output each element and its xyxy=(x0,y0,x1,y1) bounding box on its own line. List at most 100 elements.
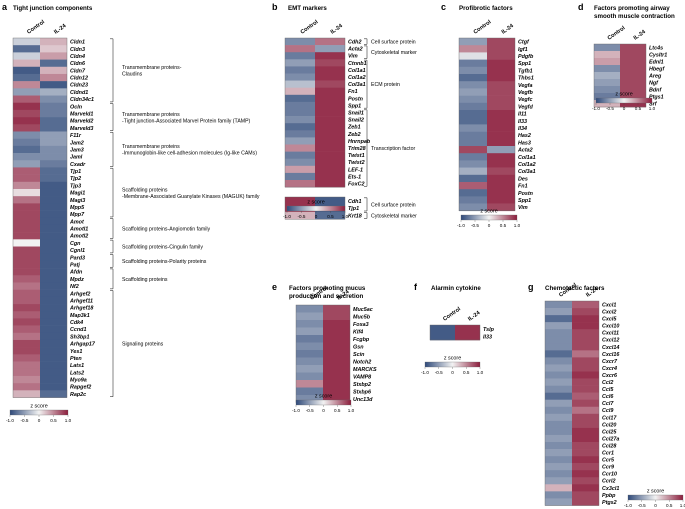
heatmap-cell xyxy=(285,130,315,138)
heatmap-cell xyxy=(13,167,40,175)
zscore-tick-label: 0.5 xyxy=(50,418,57,423)
heatmap-cell xyxy=(40,282,67,290)
heatmap-cell xyxy=(13,102,40,111)
heatmap-cell xyxy=(40,318,67,326)
gene-label: Myo9a xyxy=(70,378,87,384)
heatmap-cell xyxy=(545,442,572,450)
heatmap-cell xyxy=(285,52,315,60)
zscore-label: z score xyxy=(315,394,332,400)
heatmap-cell xyxy=(620,44,646,52)
gene-label: Lats2 xyxy=(70,370,84,376)
heatmap-cell xyxy=(459,153,487,161)
gene-label: VAMP8 xyxy=(353,374,371,380)
panel-letter-d: d xyxy=(578,2,584,12)
heatmap-cell xyxy=(594,58,620,66)
heatmap-cell xyxy=(459,189,487,197)
gene-label: Cgnl1 xyxy=(70,248,85,254)
heatmap-cell xyxy=(285,101,315,110)
heatmap-cell xyxy=(315,130,345,138)
gene-label: Cxcl5 xyxy=(602,317,617,323)
heatmap-cell xyxy=(296,365,323,373)
heatmap-cell xyxy=(430,325,455,333)
zscore-tick-label: 0 xyxy=(451,370,454,375)
gene-label: Amotl2 xyxy=(69,234,88,240)
gene-label: Ccl28 xyxy=(602,443,616,449)
heatmap-cell xyxy=(545,470,572,478)
heatmap-cell xyxy=(13,95,40,104)
heatmap-cell xyxy=(572,357,599,365)
gene-label: Cdk4 xyxy=(70,320,83,326)
column-label-il-24: IL-24 xyxy=(633,29,648,42)
gene-label: Notch2 xyxy=(353,359,371,365)
gene-label: Nf2 xyxy=(70,284,79,290)
group-label: Cytoskeletal marker xyxy=(371,50,417,56)
heatmap-cell xyxy=(40,124,67,132)
heatmap-cell xyxy=(285,158,315,167)
gene-label: Cldn34c1 xyxy=(70,97,94,103)
gene-label: Muc5ac xyxy=(353,307,373,313)
gene-label: Col3a1 xyxy=(348,82,366,88)
heatmap-cell xyxy=(285,180,315,188)
heatmap-cell xyxy=(545,301,572,309)
heatmap-cell xyxy=(13,383,40,391)
heatmap-cell xyxy=(40,153,67,161)
group-label: -Membrane-Associated Guanylate Kinases (… xyxy=(122,194,260,200)
heatmap-cell xyxy=(285,73,315,81)
group-label: Cell surface protein xyxy=(371,40,416,46)
heatmap-cell xyxy=(315,80,345,88)
heatmap-cell xyxy=(455,332,480,341)
heatmap-cell xyxy=(40,59,67,68)
heatmap-cell xyxy=(572,385,599,393)
gene-label: Pdgfb xyxy=(518,54,534,60)
heatmap-cell xyxy=(40,375,67,384)
heatmap-cell xyxy=(13,52,40,60)
heatmap-cell xyxy=(13,174,40,183)
gene-label: Cysltr1 xyxy=(649,52,667,58)
heatmap-cell xyxy=(459,74,487,82)
gene-label: Cldn23 xyxy=(70,83,88,89)
panel-letter-a: a xyxy=(2,2,8,12)
gene-label: Ccr10 xyxy=(602,472,617,478)
zscore-tick-label: 0 xyxy=(315,214,318,219)
gene-label: Spp1 xyxy=(348,103,361,109)
heatmap-cell xyxy=(315,180,345,188)
heatmap-cell xyxy=(285,172,315,181)
heatmap-cell xyxy=(285,137,315,145)
heatmap-cell xyxy=(13,332,40,341)
heatmap-cell xyxy=(545,315,572,323)
heatmap-cell xyxy=(40,188,67,197)
heatmap-cell xyxy=(459,182,487,190)
heatmap-cell xyxy=(315,197,345,205)
heatmap-cell xyxy=(315,66,345,74)
heatmap-cell xyxy=(545,406,572,415)
heatmap-cell xyxy=(13,203,40,211)
heatmap-cell xyxy=(296,327,323,336)
group-label: Signaling proteins xyxy=(122,342,164,348)
group-label: -Immunoglobin-like cell-adhesion molecul… xyxy=(122,151,257,157)
gene-label: Cldn7 xyxy=(70,68,86,74)
gene-label: Gsn xyxy=(353,344,364,350)
heatmap-cell xyxy=(620,79,646,87)
heatmap-cell xyxy=(487,189,515,197)
heatmap-cell xyxy=(594,93,620,101)
gene-label: Arhgap17 xyxy=(69,342,96,348)
gene-label: Map3k1 xyxy=(70,313,90,319)
group-label: Scaffolding proteins xyxy=(122,187,168,193)
heatmap-cell xyxy=(40,390,67,398)
gene-label: Magi3 xyxy=(70,198,85,204)
gene-label: Postn xyxy=(518,191,534,197)
heatmap-cell xyxy=(13,253,40,262)
heatmap-cell xyxy=(459,102,487,111)
gene-label: Cx3cl1 xyxy=(602,486,619,492)
gene-label: Col1a1 xyxy=(348,68,366,74)
heatmap-border xyxy=(12,37,68,398)
heatmap-cell xyxy=(545,434,572,443)
gene-label: Has2 xyxy=(518,133,531,139)
heatmap-cell xyxy=(459,124,487,132)
gene-label: Tslp xyxy=(483,327,495,333)
heatmap-cell xyxy=(487,74,515,82)
heatmap-cell xyxy=(572,420,599,429)
heatmap-cell xyxy=(40,81,67,89)
panel-title-cont-e: production and secretion xyxy=(289,293,363,300)
heatmap-cell xyxy=(545,477,572,485)
